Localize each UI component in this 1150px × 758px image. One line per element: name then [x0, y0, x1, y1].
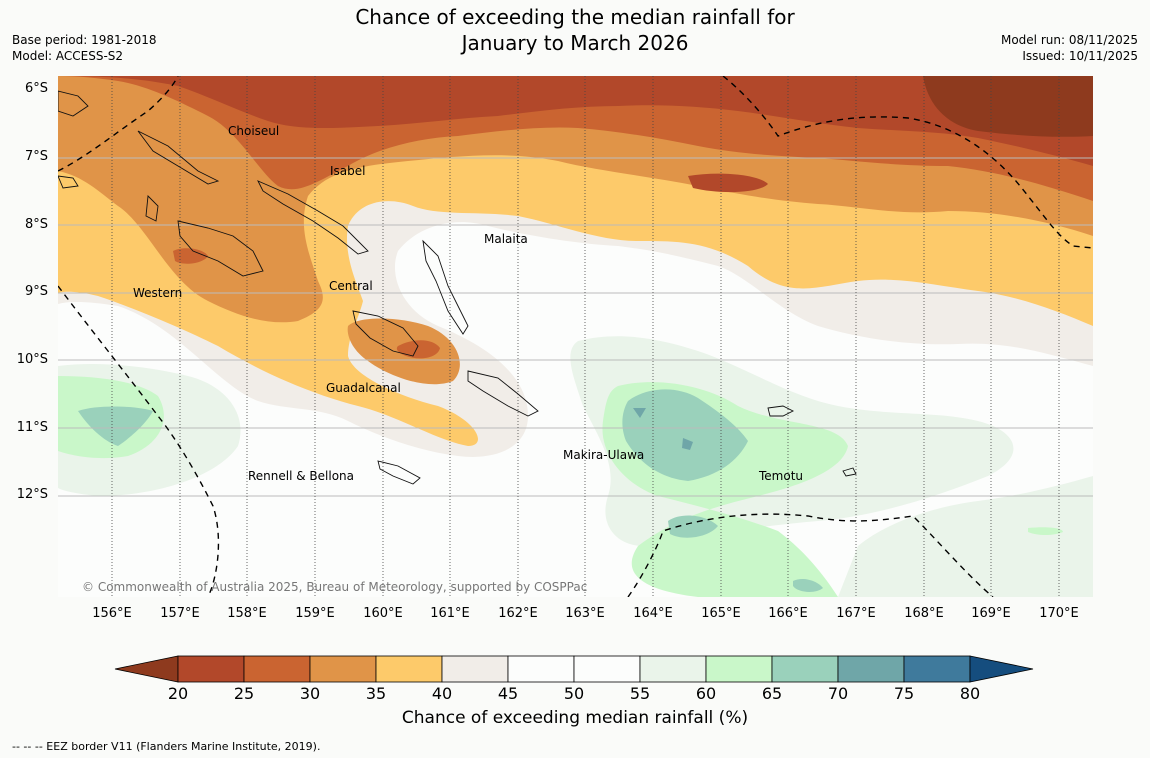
label-guadalcanal: Guadalcanal — [326, 381, 401, 395]
lon-label-158e: 158°E — [227, 606, 267, 621]
label-western: Western — [133, 286, 183, 300]
lon-label-163e: 163°E — [565, 606, 605, 621]
colorbar-segment-20 — [177, 655, 245, 683]
lon-label-161e: 161°E — [430, 606, 470, 621]
meta-right: Model run: 08/11/2025 Issued: 10/11/2025 — [1001, 32, 1138, 64]
colorbar-segment-65 — [771, 655, 839, 683]
band-30 — [58, 76, 1093, 359]
base-period: Base period: 1981-2018 — [12, 33, 157, 47]
lon-label-166e: 166°E — [768, 606, 808, 621]
colorbar-tick-20: 20 — [167, 684, 189, 703]
label-isabel: Isabel — [330, 164, 366, 178]
lon-label-167e: 167°E — [836, 606, 876, 621]
colorbar-tick-70: 70 — [827, 684, 849, 703]
colorbar-tick-40: 40 — [431, 684, 453, 703]
band-65 — [78, 389, 823, 592]
colorbar-segments — [114, 655, 1034, 683]
lon-label-157e: 157°E — [160, 606, 200, 621]
colorbar — [114, 655, 1034, 683]
lon-label-159e: 159°E — [295, 606, 335, 621]
colorbar-segment-45 — [507, 655, 575, 683]
eez-note: -- -- -- EEZ border V11 (Flanders Marine… — [12, 740, 321, 753]
copyright-note: © Commonwealth of Australia 2025, Bureau… — [82, 580, 588, 594]
colorbar-segment-25 — [243, 655, 311, 683]
lon-label-170e: 170°E — [1039, 606, 1079, 621]
colorbar-tick-35: 35 — [365, 684, 387, 703]
rainfall-map: Choiseul Isabel Malaita Central Western … — [58, 76, 1093, 597]
lat-label-8s: 8°S — [24, 217, 48, 232]
label-central: Central — [329, 279, 373, 293]
lon-label-164e: 164°E — [633, 606, 673, 621]
lon-label-162e: 162°E — [498, 606, 538, 621]
colorbar-extend-high — [969, 655, 1034, 683]
lon-label-156e: 156°E — [92, 606, 132, 621]
colorbar-segment-30 — [309, 655, 377, 683]
band-25 — [58, 76, 1093, 193]
issued-date: Issued: 10/11/2025 — [1022, 49, 1138, 63]
title-line2: January to March 2026 — [461, 31, 689, 55]
band-60 — [58, 376, 1063, 597]
colorbar-segment-50 — [573, 655, 641, 683]
lat-label-6s: 6°S — [24, 81, 48, 96]
colorbar-tick-65: 65 — [761, 684, 783, 703]
lon-label-160e: 160°E — [363, 606, 403, 621]
label-rennell-bellona: Rennell & Bellona — [248, 469, 355, 483]
label-malaita: Malaita — [484, 232, 528, 246]
colorbar-tick-55: 55 — [629, 684, 651, 703]
colorbar-label: Chance of exceeding median rainfall (%) — [401, 708, 749, 728]
meta-left: Base period: 1981-2018 Model: ACCESS-S2 — [12, 32, 157, 64]
model-name: Model: ACCESS-S2 — [12, 49, 124, 63]
model-run: Model run: 08/11/2025 — [1000, 33, 1138, 47]
title-line1: Chance of exceeding the median rainfall … — [355, 5, 795, 29]
island-outlines — [58, 90, 857, 485]
colorbar-segment-40 — [441, 655, 509, 683]
band-55 — [58, 336, 1093, 597]
colorbar-tick-50: 50 — [563, 684, 585, 703]
lon-label-169e: 169°E — [971, 606, 1011, 621]
lon-label-165e: 165°E — [701, 606, 741, 621]
colorbar-segment-35 — [375, 655, 443, 683]
lat-label-11s: 11°S — [16, 420, 48, 435]
lat-label-12s: 12°S — [16, 487, 48, 502]
colorbar-tick-45: 45 — [497, 684, 519, 703]
colorbar-tick-60: 60 — [695, 684, 717, 703]
colorbar-tick-25: 25 — [233, 684, 255, 703]
eez-borders — [58, 76, 1093, 597]
map-title: Chance of exceeding the median rainfall … — [0, 4, 1150, 56]
lon-label-168e: 168°E — [904, 606, 944, 621]
map-svg — [58, 76, 1093, 597]
colorbar-segment-55 — [639, 655, 707, 683]
colorbar-segment-60 — [705, 655, 773, 683]
band-20 — [923, 76, 1093, 137]
colorbar-segment-70 — [837, 655, 905, 683]
lat-label-9s: 9°S — [24, 284, 48, 299]
band-70 — [633, 408, 693, 450]
colorbar-tick-80: 80 — [959, 684, 981, 703]
label-makira-ulawa: Makira-Ulawa — [563, 448, 645, 462]
label-choiseul: Choiseul — [228, 124, 280, 138]
colorbar-tick-30: 30 — [299, 684, 321, 703]
label-temotu: Temotu — [759, 469, 804, 483]
lat-gridlines — [58, 157, 1093, 497]
lat-label-10s: 10°S — [16, 352, 48, 367]
lat-label-7s: 7°S — [24, 149, 48, 164]
colorbar-tick-75: 75 — [893, 684, 915, 703]
colorbar-extend-low — [114, 655, 179, 683]
colorbar-segment-75 — [903, 655, 971, 683]
